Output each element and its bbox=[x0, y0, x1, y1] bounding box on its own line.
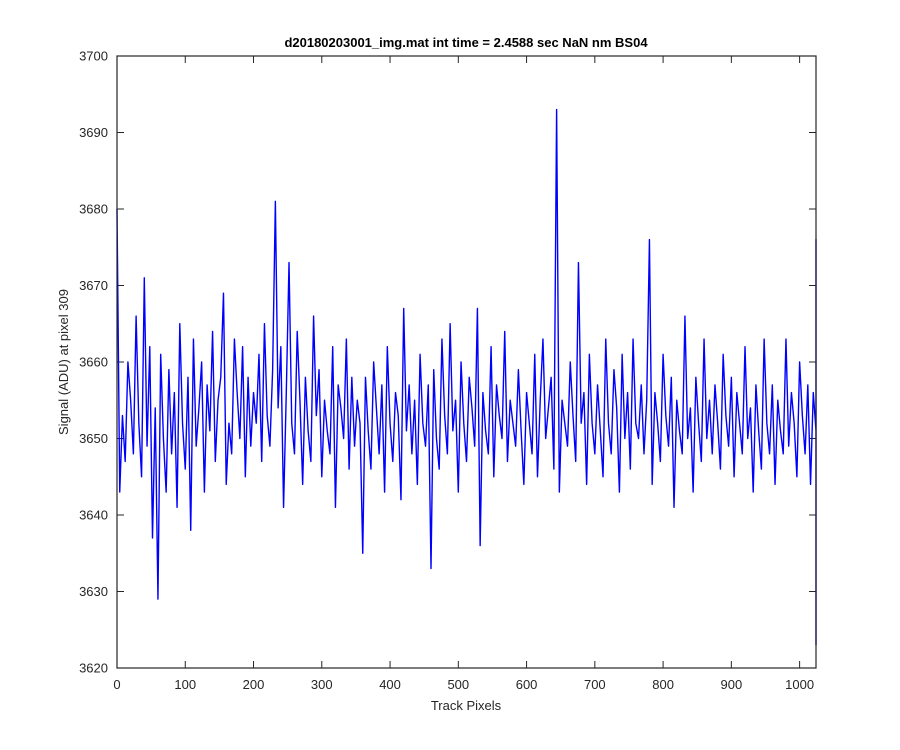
y-tick-label: 3700 bbox=[79, 49, 108, 64]
y-axis-title: Signal (ADU) at pixel 309 bbox=[56, 289, 71, 435]
y-tick-label: 3650 bbox=[79, 431, 108, 446]
x-tick-label: 700 bbox=[584, 677, 606, 692]
y-tick-label: 3630 bbox=[79, 584, 108, 599]
y-tick-label: 3690 bbox=[79, 125, 108, 140]
y-tick-label: 3640 bbox=[79, 508, 108, 523]
x-tick-label: 1000 bbox=[785, 677, 814, 692]
chart-title: d20180203001_img.mat int time = 2.4588 s… bbox=[284, 35, 648, 50]
plot-box bbox=[116, 55, 817, 669]
x-tick-label: 600 bbox=[516, 677, 538, 692]
y-tick-label: 3680 bbox=[79, 202, 108, 217]
tick-labels: 0 100 200 300 400 500 600 700 800 900 1000 3620 3630… bbox=[79, 49, 814, 693]
x-tick-label: 100 bbox=[174, 677, 196, 692]
x-tick-label: 800 bbox=[652, 677, 674, 692]
y-tick-label: 3620 bbox=[79, 661, 108, 676]
x-tick-label: 400 bbox=[379, 677, 401, 692]
x-tick-label: 200 bbox=[243, 677, 265, 692]
y-tick-label: 3670 bbox=[79, 278, 108, 293]
x-tick-label: 500 bbox=[447, 677, 469, 692]
x-tick-label: 0 bbox=[113, 677, 120, 692]
x-tick-label: 900 bbox=[721, 677, 743, 692]
y-tick-label: 3660 bbox=[79, 355, 108, 370]
x-axis-title: Track Pixels bbox=[431, 698, 502, 713]
x-tick-label: 300 bbox=[311, 677, 333, 692]
